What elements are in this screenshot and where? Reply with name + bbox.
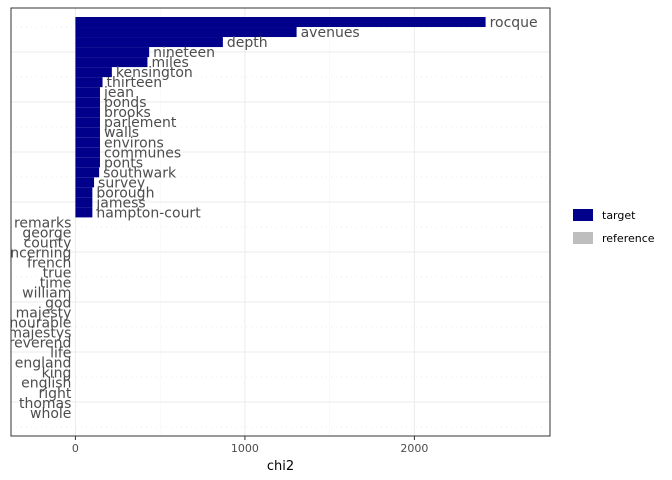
bar-ponds: [75, 97, 100, 108]
word-label-communes: communes: [104, 145, 181, 161]
word-label-jamess: jamess: [95, 195, 145, 211]
bar-kensington: [75, 67, 112, 78]
word-label-thirteen: thirteen: [107, 75, 163, 91]
legend-label-reference: reference: [602, 232, 655, 245]
bar-ponts: [75, 157, 100, 168]
word-label-southwark: southwark: [103, 165, 177, 181]
word-label-brooks: brooks: [104, 105, 151, 121]
word-label-depth: depth: [227, 35, 268, 51]
word-label-reverend: reverend: [9, 336, 72, 352]
bar-communes: [75, 147, 100, 158]
word-label-thomas: thomas: [19, 396, 71, 412]
word-label-walls: walls: [104, 125, 139, 141]
word-label-life: life: [50, 346, 71, 362]
bars-group: [75, 17, 486, 218]
plot-panel-border: [10, 7, 551, 437]
bar-southwark: [75, 167, 100, 178]
word-label-true: true: [43, 266, 72, 282]
bar-jamess: [75, 197, 93, 208]
word-label-parlement: parlement: [104, 115, 177, 131]
word-label-william: william: [22, 286, 71, 302]
word-label-majesty: majesty: [16, 306, 72, 322]
legend: target reference: [573, 209, 655, 245]
word-label-england: england: [15, 356, 72, 372]
x-tick-label: 2000: [400, 442, 428, 455]
bar-miles: [75, 57, 148, 68]
word-label-george: george: [22, 225, 71, 241]
bar-nineteen: [75, 47, 150, 58]
bar-rocque: [75, 17, 486, 28]
bar-walls: [75, 127, 100, 138]
bar-avenues: [75, 27, 297, 38]
word-label-king: king: [42, 366, 72, 382]
word-label-hampton-court: hampton-court: [96, 205, 201, 221]
legend-key-reference: [573, 232, 593, 244]
bar-hampton-court: [75, 207, 93, 218]
x-axis-title: chi2: [267, 459, 294, 474]
bar-thirteen: [75, 77, 103, 88]
word-label-remarks: remarks: [14, 215, 71, 231]
word-label-english: english: [21, 376, 71, 392]
word-label-ponts: ponts: [104, 155, 143, 171]
word-label-county: county: [24, 235, 72, 251]
word-label-honourable: honourable: [0, 316, 71, 332]
word-label-avenues: avenues: [301, 25, 360, 41]
word-label-majestys: majestys: [8, 326, 71, 342]
word-label-time: time: [40, 276, 72, 292]
bar-depth: [75, 37, 223, 48]
x-axis: 0 1000 2000: [72, 436, 428, 455]
word-label-whole: whole: [30, 406, 71, 422]
word-label-environs: environs: [104, 135, 164, 151]
word-label-jean: jean: [103, 85, 134, 101]
x-tick-label: 1000: [231, 442, 259, 455]
word-label-concerning: concerning: [0, 245, 71, 261]
word-label-right: right: [39, 386, 72, 402]
bar-environs: [75, 137, 100, 148]
word-label-borough: borough: [96, 185, 154, 201]
bar-borough: [75, 187, 93, 198]
word-label-nineteen: nineteen: [153, 45, 215, 61]
legend-label-target: target: [602, 209, 636, 222]
word-label-french: french: [27, 255, 71, 271]
legend-key-target: [573, 209, 593, 221]
word-label-god: god: [45, 296, 71, 312]
x-tick-label: 0: [72, 442, 79, 455]
word-labels-group: rocque avenues depth nineteenmileskensingto…: [0, 15, 538, 422]
word-label-kensington: kensington: [116, 65, 193, 81]
bar-jean: [75, 87, 100, 98]
bar-parlement: [75, 117, 100, 128]
word-label-rocque: rocque: [490, 15, 538, 31]
word-label-survey: survey: [98, 175, 145, 191]
bar-survey: [75, 177, 95, 188]
bar-brooks: [75, 107, 100, 118]
word-label-miles: miles: [151, 55, 188, 71]
word-label-ponds: ponds: [104, 95, 147, 111]
